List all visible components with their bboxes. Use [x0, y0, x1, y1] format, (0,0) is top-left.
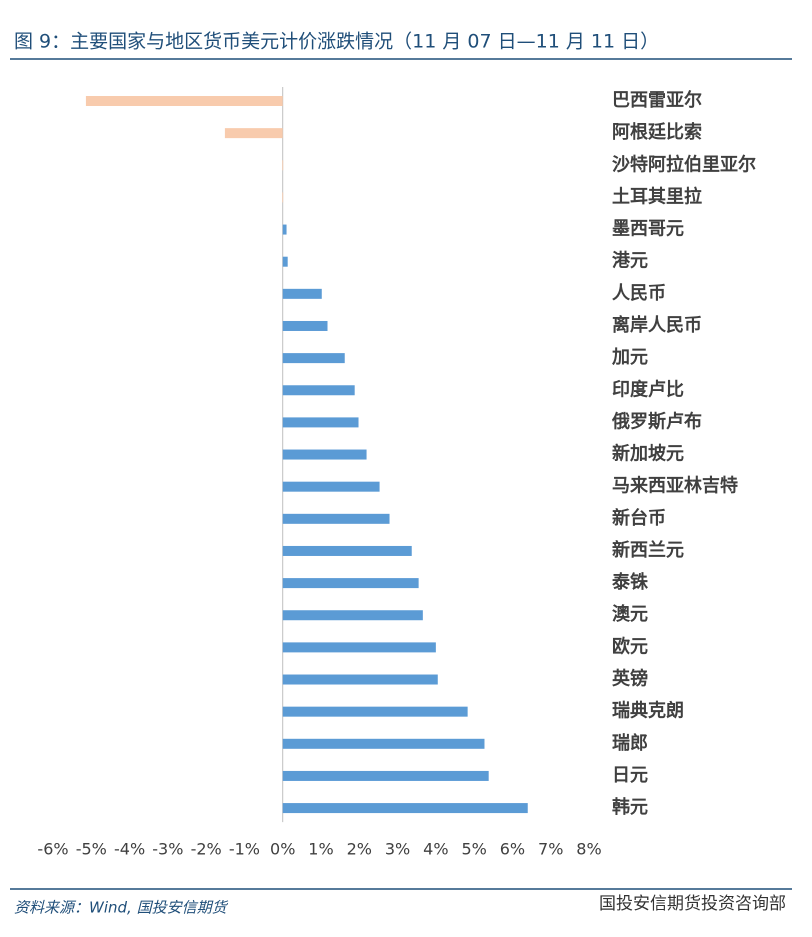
bar: [282, 224, 287, 235]
bar: [282, 706, 468, 717]
x-tick-label: 2%: [347, 840, 372, 859]
bar: [282, 320, 328, 331]
category-label: 墨西哥元: [612, 219, 684, 240]
category-label: 巴西雷亚尔: [612, 89, 702, 111]
category-label: 土耳其里拉: [612, 185, 702, 207]
category-label: 泰铢: [611, 571, 649, 593]
bar: [282, 160, 284, 171]
category-label: 瑞郎: [612, 732, 648, 754]
category-label: 新加坡元: [612, 443, 684, 465]
bar: [282, 642, 436, 653]
x-tick-label: 1%: [308, 840, 333, 859]
bar: [282, 192, 284, 203]
x-tick-label: 5%: [461, 840, 486, 859]
bar: [224, 128, 283, 139]
bar: [282, 803, 528, 814]
x-tick-label: -3%: [152, 840, 183, 859]
x-tick-label: -1%: [229, 840, 260, 859]
bar: [282, 353, 345, 364]
bar: [282, 449, 367, 460]
category-label: 新台币: [612, 507, 666, 529]
x-tick-label: -2%: [191, 840, 222, 859]
bar: [282, 481, 380, 492]
bar: [282, 385, 355, 396]
bar: [282, 513, 390, 524]
category-label: 俄罗斯卢布: [611, 410, 702, 432]
category-label: 印度卢比: [612, 378, 684, 400]
x-tick-label: -4%: [114, 840, 145, 859]
bar: [282, 770, 489, 781]
category-label: 阿根廷比索: [612, 121, 702, 143]
category-label: 马来西亚林吉特: [612, 475, 738, 497]
category-label: 韩元: [612, 796, 648, 818]
category-label: 日元: [612, 765, 648, 786]
category-label: 加元: [611, 347, 648, 368]
bar: [282, 545, 412, 556]
category-label: 港元: [612, 251, 648, 272]
x-tick-label: 7%: [538, 840, 563, 859]
bar: [85, 96, 283, 106]
category-label: 英镑: [611, 668, 648, 690]
x-tick-label: 8%: [576, 840, 601, 859]
bar: [282, 738, 485, 749]
bar: [282, 256, 288, 267]
bar: [282, 288, 322, 299]
x-tick-label: -5%: [76, 840, 107, 859]
category-label: 离岸人民币: [612, 314, 702, 336]
bar: [282, 674, 438, 685]
bar: [282, 417, 359, 428]
category-label: 人民币: [612, 283, 666, 304]
source-note: 资料来源：Wind, 国投安信期货: [14, 899, 229, 917]
chart-title: 图 9：主要国家与地区货币美元计价涨跌情况（11 月 07 日—11 月 11 …: [14, 31, 659, 53]
x-tick-label: 0%: [270, 840, 295, 859]
category-label: 瑞典克朗: [612, 700, 684, 722]
category-label: 沙特阿拉伯里亚尔: [612, 153, 756, 175]
x-tick-label: 3%: [385, 840, 410, 859]
x-tick-label: 6%: [500, 840, 525, 859]
category-label: 欧元: [612, 635, 648, 657]
x-tick-label: -6%: [37, 840, 68, 859]
category-label: 新西兰元: [612, 539, 684, 561]
x-tick-label: 4%: [423, 840, 448, 859]
category-label: 澳元: [612, 603, 648, 625]
bar: [282, 578, 419, 589]
watermark: 国投安信期货投资咨询部: [599, 894, 786, 914]
bar: [282, 610, 423, 621]
